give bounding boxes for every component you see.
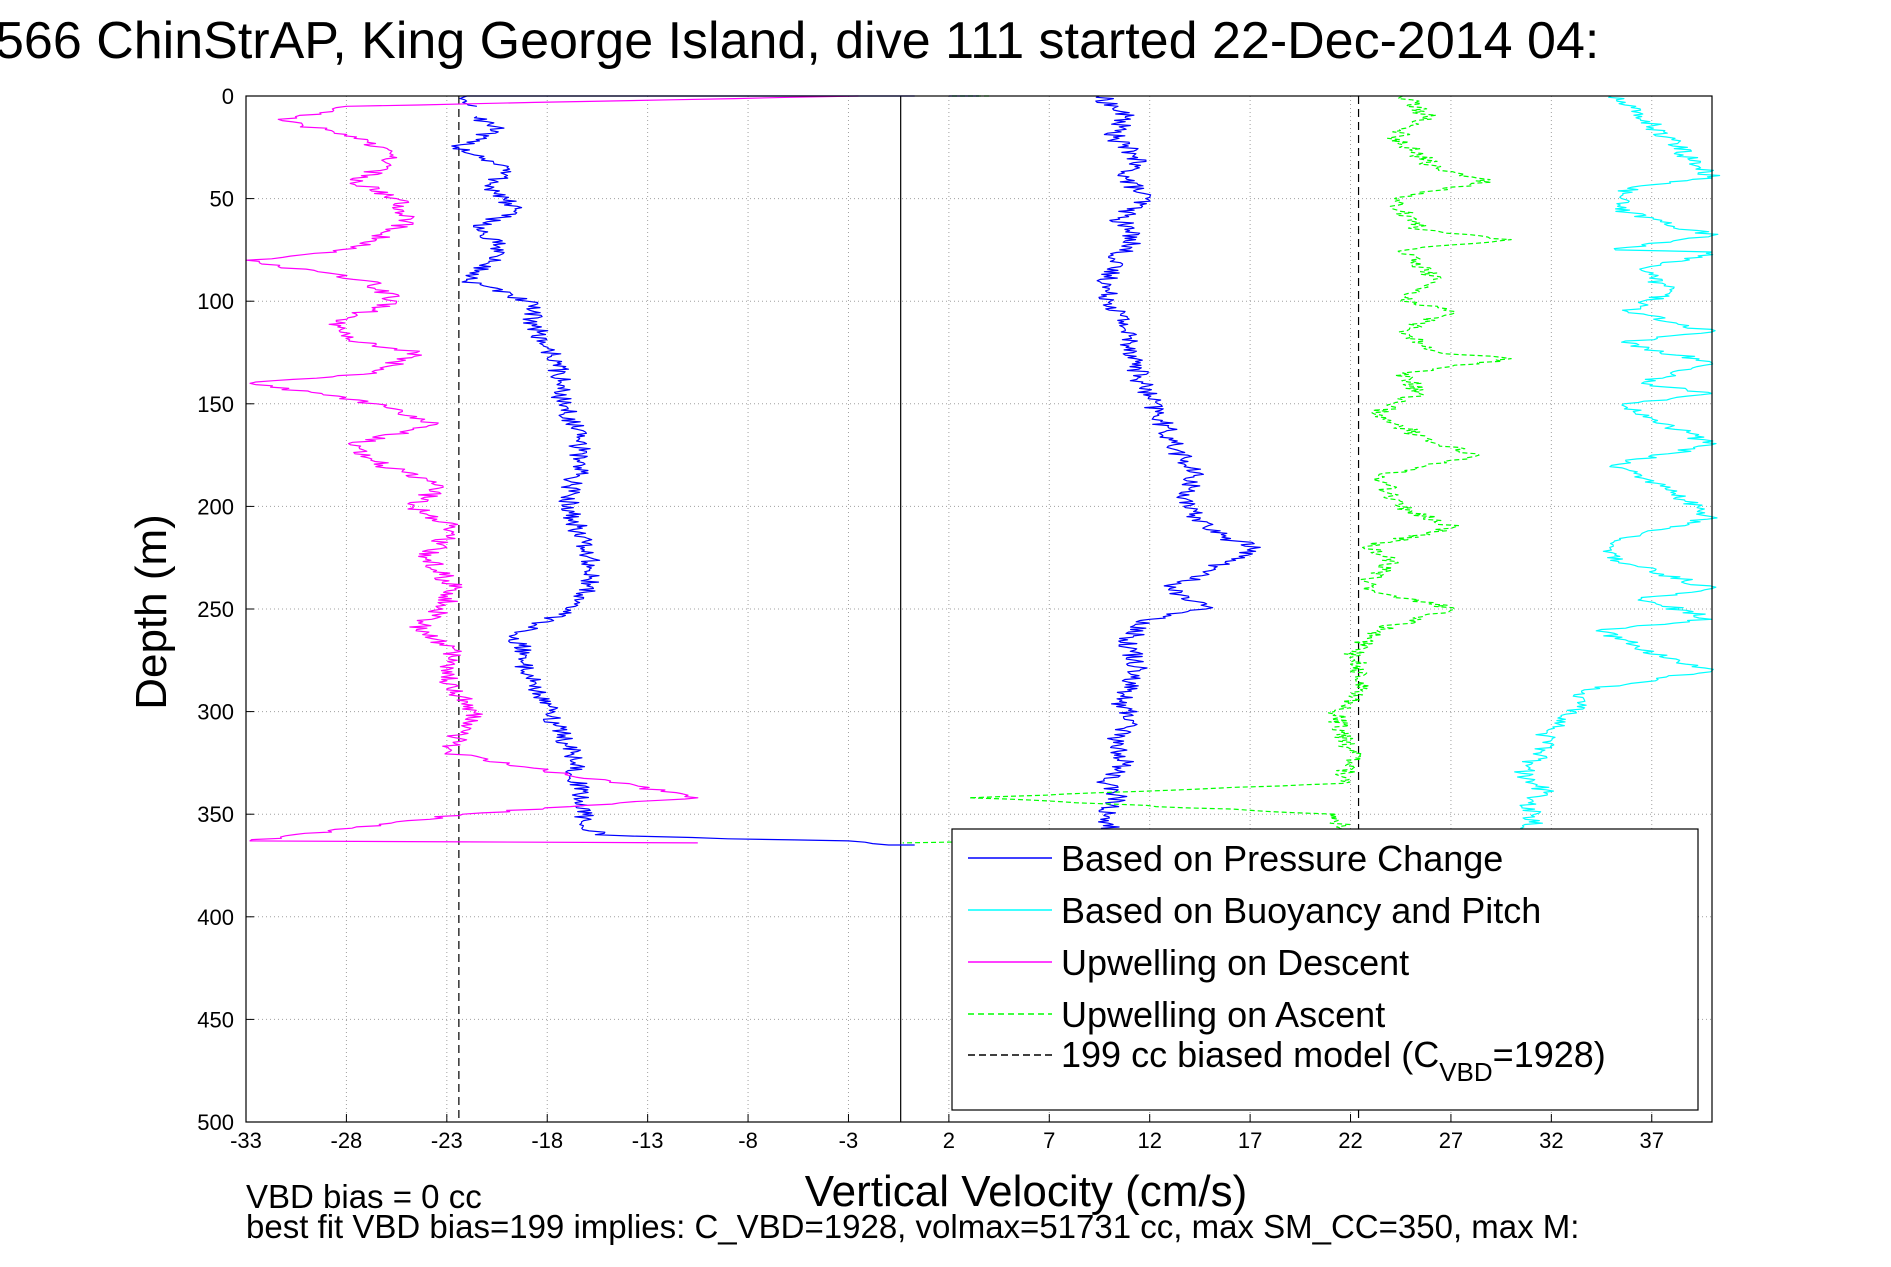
y-tick-label: 450 [197, 1007, 234, 1032]
legend-box [951, 828, 1699, 1111]
x-tick-label: -33 [230, 1128, 262, 1153]
series-line-upwelling-on-ascent [902, 95, 1512, 844]
x-tick-label: 12 [1137, 1128, 1161, 1153]
x-tick-label: 32 [1539, 1128, 1563, 1153]
legend-label-descent: Upwelling on Descent [1061, 942, 1409, 983]
y-tick-label: 0 [222, 84, 234, 109]
footnote-best-fit: best fit VBD bias=199 implies: C_VBD=192… [246, 1208, 1579, 1245]
series-line-based-on-pressure-change [451, 115, 915, 846]
y-tick-label: 100 [197, 289, 234, 314]
y-tick-label: 400 [197, 905, 234, 930]
x-tick-label: 37 [1640, 1128, 1664, 1153]
reference-lines [458, 96, 1360, 1122]
legend-label-pressure: Based on Pressure Change [1061, 838, 1503, 879]
legend-label-model-tail: =1928) [1493, 1034, 1606, 1075]
x-tick-label: 27 [1439, 1128, 1463, 1153]
legend-label-model: 199 cc biased model (CVBD=1928) [1061, 1034, 1606, 1087]
y-tick-label: 250 [197, 597, 234, 622]
series-line-upwelling-on-descent [245, 95, 859, 844]
x-tick-label: 17 [1238, 1128, 1262, 1153]
legend-label-model-sub: VBD [1439, 1057, 1492, 1087]
chart-title: 566 ChinStrAP, King George Island, dive … [0, 12, 1599, 70]
y-tick-label: 350 [197, 802, 234, 827]
x-tick-label: 2 [943, 1128, 955, 1153]
series-line-based-on-buoyancy-and-pitch [1514, 95, 1721, 836]
y-tick-label: 50 [210, 187, 234, 212]
legend-label-model-main: 199 cc biased model (C [1061, 1034, 1439, 1075]
legend: Based on Pressure Change Based on Buoyan… [951, 828, 1699, 1111]
x-tick-label: -3 [839, 1128, 859, 1153]
x-tick-label: -28 [331, 1128, 363, 1153]
x-tick-label: 7 [1043, 1128, 1055, 1153]
x-tick-label: 22 [1338, 1128, 1362, 1153]
axis-ticks: -33 -28 -23 -18 -13 -8 -3 2 7 12 17 22 27 32 370501001… [197, 84, 1664, 1153]
y-tick-label: 200 [197, 494, 234, 519]
y-tick-label: 500 [197, 1110, 234, 1135]
x-tick-label: -13 [632, 1128, 664, 1153]
x-axis-title: Vertical Velocity (cm/s) [805, 1167, 1248, 1216]
series-layer [245, 95, 1721, 846]
footnote-vbd-bias: VBD bias = 0 cc [246, 1178, 482, 1215]
x-tick-label: -8 [738, 1128, 758, 1153]
legend-label-ascent: Upwelling on Ascent [1061, 994, 1385, 1035]
x-tick-label: -18 [531, 1128, 563, 1153]
x-tick-label: -23 [431, 1128, 463, 1153]
y-axis-title: Depth (m) [127, 514, 176, 710]
legend-label-buoyancy: Based on Buoyancy and Pitch [1061, 890, 1541, 931]
series-line-based-on-pressure-change [1095, 95, 1261, 836]
y-tick-label: 300 [197, 700, 234, 725]
y-tick-label: 150 [197, 392, 234, 417]
